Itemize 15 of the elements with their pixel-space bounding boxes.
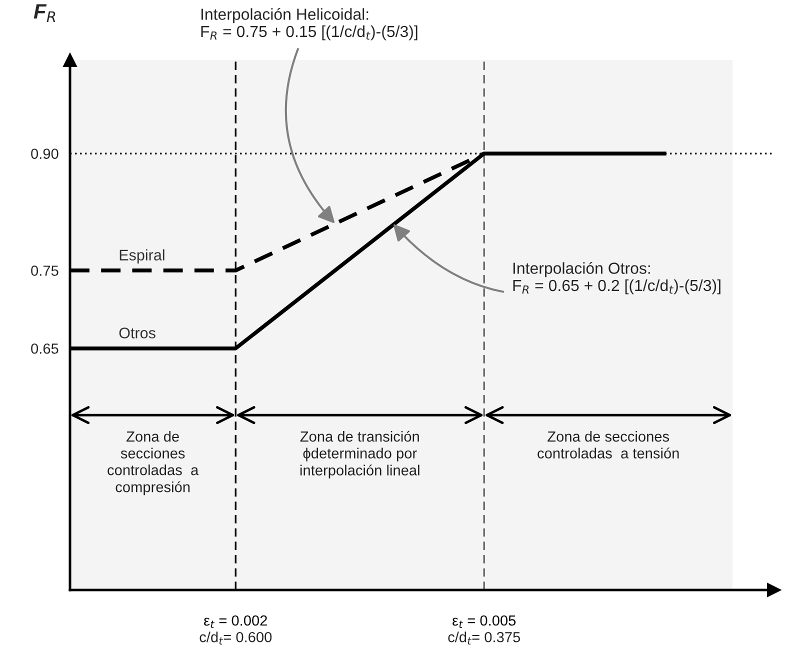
text: c/d$_{t}$= 0.375	[448, 632, 520, 645]
y-tick-label: 0.65	[31, 343, 58, 354]
annotation: Interpolación Otros: F$_{R}$ = 0.65 + 0.2 [(1/c/d$_{t}$)-(5/3)]	[513, 262, 720, 294]
band-label: Zona de secciones controladas a tensión	[538, 431, 679, 458]
x-tick-label: ε$_{t}$ = 0.005	[452, 615, 516, 628]
band-label: Zona de transición ϕdeterminado por interpolación lineal	[300, 430, 420, 478]
y-axis-title: F$_{R}$	[34, 4, 56, 22]
annotation: Interpolación Helicoidal: F$_{R}$ = 0.75 + 0.15 [(1/c/d$_{t}$)-(5/3)]	[201, 8, 418, 40]
band-label: Zona de secciones controladas a compresión	[108, 431, 199, 496]
y-tick-label: 0.90	[31, 148, 58, 159]
series-label: Espiral	[120, 249, 164, 264]
x-tick-label: ε$_{t}$ = 0.002	[204, 615, 267, 628]
y-tick-label: 0.75	[31, 266, 58, 276]
series-label: Otros	[119, 328, 156, 338]
text: c/d$_{t}$= 0.600	[200, 632, 272, 645]
